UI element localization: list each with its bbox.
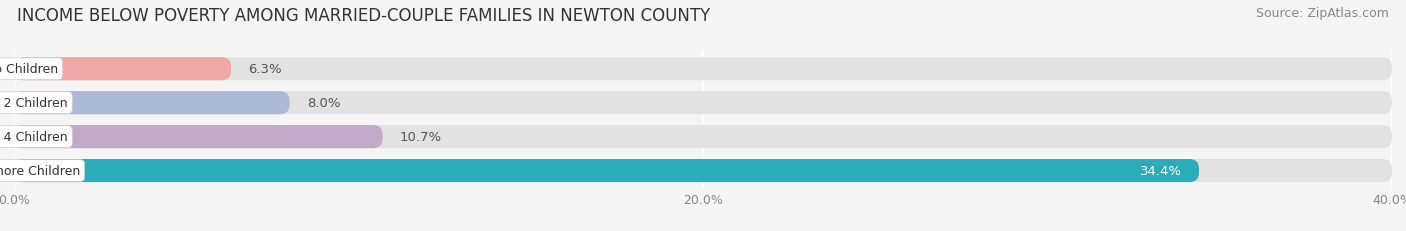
FancyBboxPatch shape [14,159,1392,182]
FancyBboxPatch shape [14,58,231,81]
Text: 8.0%: 8.0% [307,97,340,110]
FancyBboxPatch shape [14,92,1392,115]
Text: INCOME BELOW POVERTY AMONG MARRIED-COUPLE FAMILIES IN NEWTON COUNTY: INCOME BELOW POVERTY AMONG MARRIED-COUPL… [17,7,710,25]
Text: 5 or more Children: 5 or more Children [0,164,80,177]
Text: Source: ZipAtlas.com: Source: ZipAtlas.com [1256,7,1389,20]
Text: No Children: No Children [0,63,58,76]
Text: 3 or 4 Children: 3 or 4 Children [0,131,67,143]
Text: 34.4%: 34.4% [1140,164,1182,177]
Text: 10.7%: 10.7% [399,131,441,143]
Text: 1 or 2 Children: 1 or 2 Children [0,97,67,110]
Text: 6.3%: 6.3% [249,63,283,76]
FancyBboxPatch shape [14,58,1392,81]
FancyBboxPatch shape [14,125,1392,149]
FancyBboxPatch shape [14,92,290,115]
FancyBboxPatch shape [14,159,1199,182]
FancyBboxPatch shape [14,125,382,149]
